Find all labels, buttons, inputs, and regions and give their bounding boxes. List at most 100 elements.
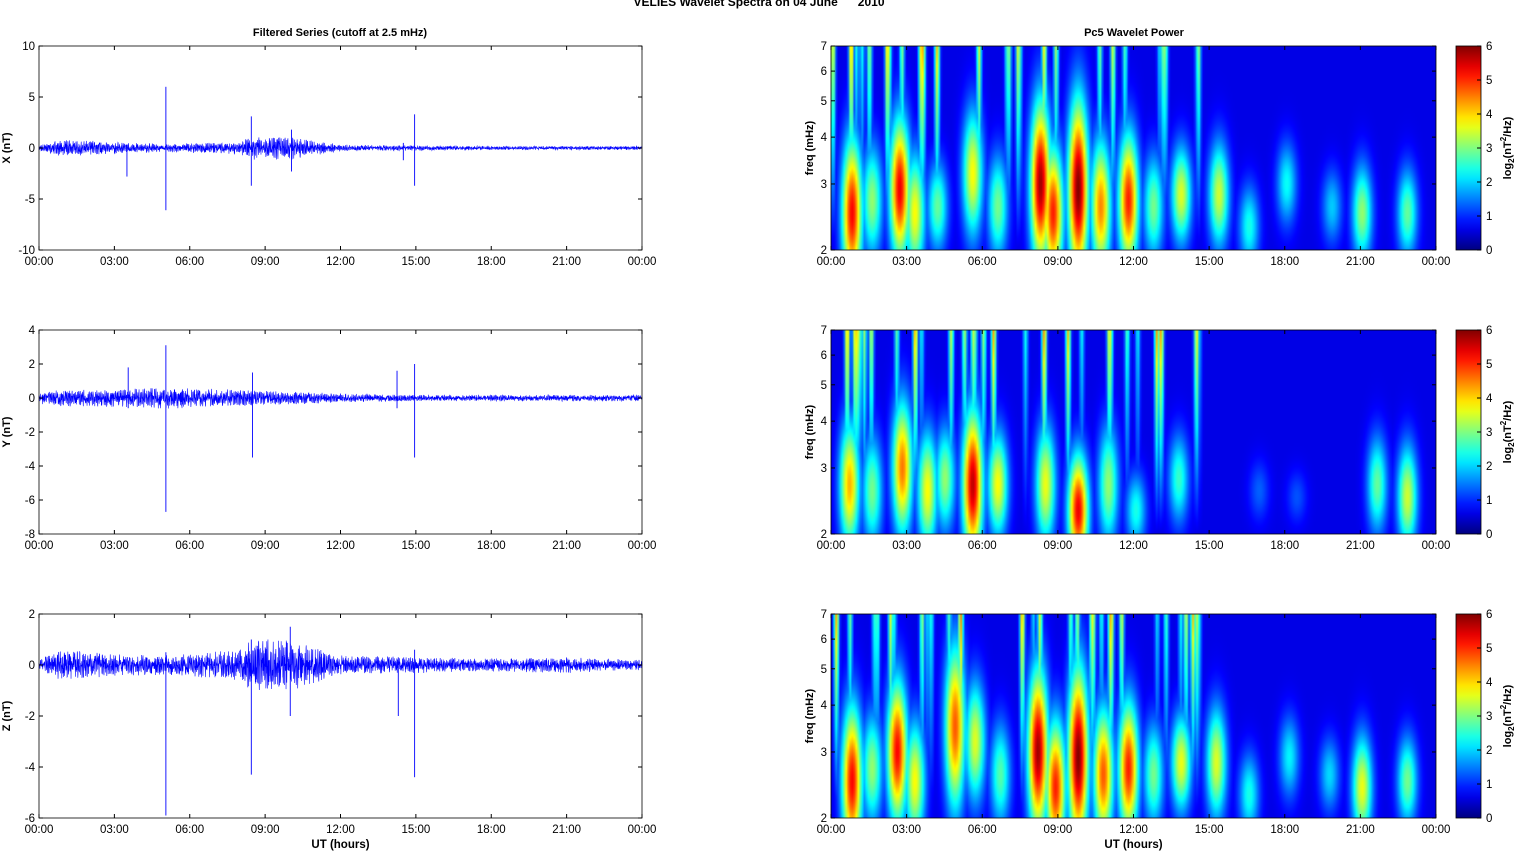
z-wavelet-power-power-field bbox=[831, 614, 1436, 818]
y-filtered-series-ytick-label: -8 bbox=[25, 529, 35, 541]
x-wavelet-power-colorbar bbox=[1455, 45, 1482, 251]
y-wavelet-power: 2 3 4 5 6 7 00:00 03:00 06:00 09:00 12:00 15:00 18:0… bbox=[804, 325, 1516, 552]
y-wavelet-power-ytick-label: 5 bbox=[821, 380, 827, 392]
y-wavelet-power-xtick-label: 15:00 bbox=[1195, 540, 1224, 552]
z-wavelet-power-xtick-label: 15:00 bbox=[1195, 824, 1224, 836]
colorbar-label-part: log bbox=[1502, 731, 1514, 748]
z-filtered-series-ylabel: Z (nT) bbox=[1, 700, 13, 731]
y-wavelet-power-ytick-label: 2 bbox=[821, 529, 827, 541]
x-filtered-series-xtick-label: 15:00 bbox=[401, 256, 430, 268]
y-filtered-series-xtick-label: 00:00 bbox=[628, 540, 657, 552]
x-wavelet-power-colorbar-tick-label: 4 bbox=[1486, 109, 1493, 121]
x-wavelet-power-xtick-label: 15:00 bbox=[1195, 256, 1224, 268]
z-wavelet-power: 2 3 4 5 6 7 00:00 03:00 06:00 09:00 12:00 15:00 18:0… bbox=[804, 609, 1516, 851]
z-wavelet-power-colorbar-tick-label: 0 bbox=[1486, 813, 1492, 825]
right-column-title: Pc5 Wavelet Power bbox=[1084, 27, 1185, 39]
colorbar-label-part: 2 bbox=[1507, 442, 1516, 447]
x-wavelet-power-colorbar-tick-label: 3 bbox=[1486, 143, 1492, 155]
z-wavelet-power-ytick-label: 6 bbox=[821, 634, 827, 646]
colorbar-label-part: 2 bbox=[1507, 726, 1516, 731]
y-wavelet-power-ylabel: freq (mHz) bbox=[804, 404, 816, 459]
figure-title: VELIES Wavelet Spectra on 04 June 2010 bbox=[633, 0, 885, 9]
y-filtered-series-xtick-label: 21:00 bbox=[552, 540, 581, 552]
y-filtered-series-trace bbox=[38, 388, 643, 409]
y-wavelet-power-colorbar-tick-label: 1 bbox=[1486, 495, 1492, 507]
y-filtered-series-xtick-label: 06:00 bbox=[175, 540, 204, 552]
z-wavelet-power-xtick-label: 09:00 bbox=[1043, 824, 1072, 836]
x-filtered-series-ytick-label: 10 bbox=[22, 41, 35, 53]
z-wavelet-power-xtick-label: 18:00 bbox=[1270, 824, 1299, 836]
x-wavelet-power-colorbar-tick-label: 0 bbox=[1486, 245, 1492, 257]
z-filtered-series-xtick-label: 15:00 bbox=[401, 824, 430, 836]
y-filtered-series-ytick-label: 4 bbox=[29, 325, 36, 337]
x-wavelet-power-xtick-label: 03:00 bbox=[892, 256, 921, 268]
z-wavelet-power-colorbar-tick-label: 2 bbox=[1486, 745, 1492, 757]
z-filtered-series-ytick-label: 0 bbox=[29, 660, 35, 672]
y-filtered-series-ytick-label: -2 bbox=[25, 427, 35, 439]
z-wavelet-power-xtick-label: 12:00 bbox=[1119, 824, 1148, 836]
y-wavelet-power-colorbar-label: log2(nT2/Hz) bbox=[1499, 400, 1516, 463]
z-wavelet-power-colorbar-tick-label: 6 bbox=[1486, 609, 1492, 621]
z-wavelet-power-xtick-label: 00:00 bbox=[817, 824, 846, 836]
z-filtered-series-xtick-label: 21:00 bbox=[552, 824, 581, 836]
colorbar-label-part: 2 bbox=[1499, 136, 1508, 141]
x-wavelet-power-colorbar-tick-label: 1 bbox=[1486, 211, 1492, 223]
x-wavelet-power-xtick-label: 18:00 bbox=[1270, 256, 1299, 268]
y-filtered-series-ytick-label: 2 bbox=[29, 359, 35, 371]
y-filtered-series-ytick-label: -4 bbox=[25, 461, 36, 473]
x-filtered-series-xtick-label: 12:00 bbox=[326, 256, 355, 268]
y-wavelet-power-ytick-label: 7 bbox=[821, 325, 827, 337]
colorbar-label-part: (nT bbox=[1502, 141, 1514, 158]
x-filtered-series-trace bbox=[38, 137, 643, 160]
z-filtered-series-ytick-label: -2 bbox=[25, 711, 35, 723]
z-filtered-series-xlabel: UT (hours) bbox=[311, 839, 369, 851]
y-filtered-series-xtick-label: 09:00 bbox=[251, 540, 280, 552]
x-wavelet-power-colorbar-tick-label: 5 bbox=[1486, 75, 1492, 87]
z-filtered-series-xtick-label: 18:00 bbox=[477, 824, 506, 836]
y-filtered-series-ytick-label: -6 bbox=[25, 495, 35, 507]
z-wavelet-power-colorbar-tick-label: 3 bbox=[1486, 711, 1492, 723]
y-wavelet-power-power-field bbox=[831, 330, 1436, 534]
x-wavelet-power-xtick-label: 00:00 bbox=[817, 256, 846, 268]
z-filtered-series-plot-area bbox=[39, 614, 642, 818]
z-wavelet-power-colorbar-label: log2(nT2/Hz) bbox=[1499, 684, 1516, 747]
colorbar-label-part: (nT bbox=[1502, 425, 1514, 442]
z-filtered-series-ytick-label: -4 bbox=[25, 762, 36, 774]
y-filtered-series-xtick-label: 18:00 bbox=[477, 540, 506, 552]
x-filtered-series-ytick-label: 0 bbox=[29, 143, 35, 155]
x-filtered-series-ytick-label: 5 bbox=[29, 92, 35, 104]
x-wavelet-power-xtick-label: 21:00 bbox=[1346, 256, 1375, 268]
x-filtered-series-xtick-label: 00:00 bbox=[628, 256, 657, 268]
z-wavelet-power-colorbar-tick-label: 5 bbox=[1486, 643, 1492, 655]
x-wavelet-power-xtick-label: 09:00 bbox=[1043, 256, 1072, 268]
x-wavelet-power-ytick-label: 6 bbox=[821, 66, 827, 78]
x-wavelet-power-xtick-label: 12:00 bbox=[1119, 256, 1148, 268]
z-wavelet-power-ytick-label: 4 bbox=[821, 700, 828, 712]
y-filtered-series-xtick-label: 15:00 bbox=[401, 540, 430, 552]
x-wavelet-power-ytick-label: 4 bbox=[821, 132, 828, 144]
y-filtered-series-xtick-label: 12:00 bbox=[326, 540, 355, 552]
z-wavelet-power-ytick-label: 7 bbox=[821, 609, 827, 621]
z-filtered-series-xtick-label: 00:00 bbox=[25, 824, 54, 836]
y-wavelet-power-xtick-label: 06:00 bbox=[968, 540, 997, 552]
colorbar-label-part: /Hz) bbox=[1502, 116, 1514, 137]
z-wavelet-power-xtick-label: 21:00 bbox=[1346, 824, 1375, 836]
y-wavelet-power-colorbar-tick-label: 0 bbox=[1486, 529, 1492, 541]
z-wavelet-power-xtick-label: 00:00 bbox=[1422, 824, 1451, 836]
z-wavelet-power-xtick-label: 06:00 bbox=[968, 824, 997, 836]
y-wavelet-power-ytick-label: 4 bbox=[821, 416, 828, 428]
y-wavelet-power-xtick-label: 21:00 bbox=[1346, 540, 1375, 552]
y-wavelet-power-colorbar-tick-label: 3 bbox=[1486, 427, 1492, 439]
z-wavelet-power-colorbar-tick-label: 4 bbox=[1486, 677, 1493, 689]
z-wavelet-power-xlabel: UT (hours) bbox=[1104, 839, 1162, 851]
z-wavelet-power-ytick-label: 3 bbox=[821, 747, 827, 759]
x-wavelet-power-xtick-label: 00:00 bbox=[1422, 256, 1451, 268]
colorbar-label-part: 2 bbox=[1499, 704, 1508, 709]
y-wavelet-power-colorbar-tick-label: 4 bbox=[1486, 393, 1493, 405]
z-filtered-series-xtick-label: 09:00 bbox=[251, 824, 280, 836]
colorbar-label-part: log bbox=[1502, 163, 1514, 180]
y-wavelet-power-xtick-label: 03:00 bbox=[892, 540, 921, 552]
x-wavelet-power-ylabel: freq (mHz) bbox=[804, 120, 816, 175]
